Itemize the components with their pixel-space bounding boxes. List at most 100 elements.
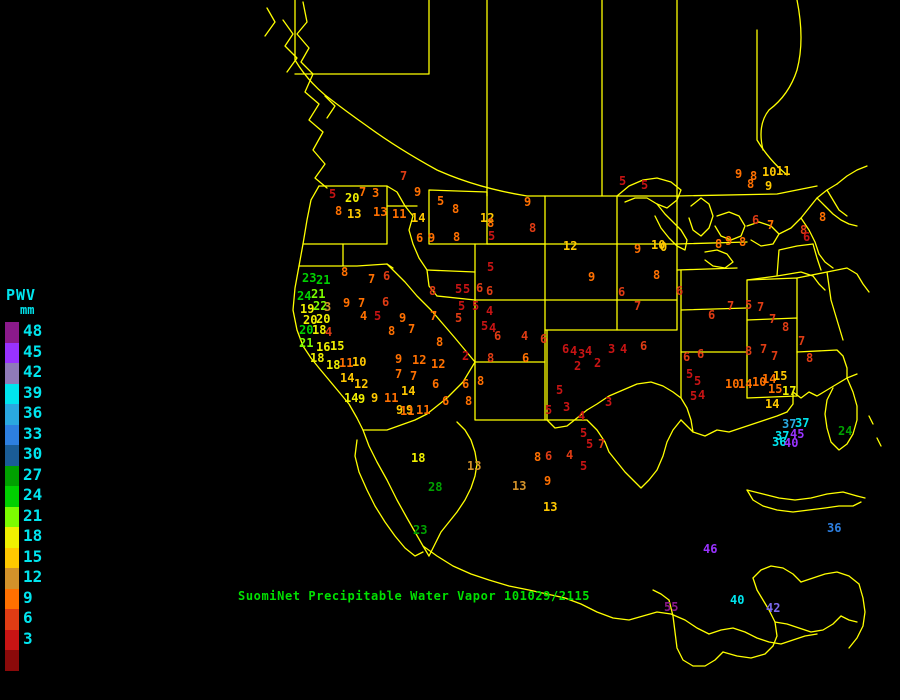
colorbar-swatch: [5, 609, 19, 630]
station-pwv-value: 4: [486, 304, 494, 318]
station-pwv-value: 5: [488, 229, 496, 243]
station-pwv-value: 9: [399, 311, 407, 325]
station-pwv-value: 7: [358, 296, 366, 310]
station-pwv-value: 5: [437, 194, 445, 208]
station-pwv-value: 8: [477, 374, 485, 388]
station-pwv-value: 8: [487, 351, 495, 365]
pwv-colorbar: PWV mm 48 45 42 39 36 33 30 27 24 21 18 15 12 9 6 3: [0, 288, 56, 671]
station-pwv-value: 22: [313, 299, 328, 313]
station-pwv-value: 10: [725, 377, 740, 391]
station-pwv-value: 11: [384, 391, 399, 405]
station-pwv-value: 9: [588, 270, 596, 284]
station-pwv-value: 5: [487, 260, 495, 274]
station-pwv-value: 18: [312, 323, 327, 337]
colorbar-swatch: [5, 629, 19, 650]
colorbar-level: [0, 650, 56, 671]
station-pwv-value: 11: [776, 164, 791, 178]
station-pwv-value: 6: [683, 350, 691, 364]
station-pwv-value: 7: [598, 437, 606, 451]
station-pwv-value: 4: [489, 321, 497, 335]
colorbar-level: 33: [0, 424, 56, 445]
station-pwv-value: 7: [727, 299, 735, 313]
station-pwv-value: 11: [400, 404, 415, 418]
product-caption: SuomiNet Precipitable Water Vapor 101029…: [238, 589, 591, 603]
station-pwv-value: 14: [738, 377, 753, 391]
station-pwv-value: 6: [640, 339, 648, 353]
station-pwv-value: 37: [775, 429, 790, 443]
colorbar-tick-label: 48: [23, 321, 43, 340]
station-pwv-value: 9: [765, 179, 773, 193]
station-pwv-value: 7: [430, 309, 438, 323]
station-pwv-value: 55: [664, 600, 679, 614]
station-pwv-value: 12: [563, 239, 578, 253]
colorbar-swatch: [5, 506, 19, 527]
station-pwv-value: 23: [413, 523, 428, 537]
colorbar-swatch: [5, 342, 19, 363]
station-pwv-value: 5: [455, 282, 463, 296]
colorbar-swatch: [5, 445, 19, 466]
station-pwv-value: 37: [782, 417, 797, 431]
colorbar-tick-label: 12: [23, 567, 43, 586]
map-overlay: [264, 0, 882, 667]
station-pwv-value: 6: [752, 213, 760, 227]
station-pwv-value: 5: [481, 319, 489, 333]
station-pwv-value: 8: [819, 210, 827, 224]
colorbar-swatch: [5, 547, 19, 568]
station-pwv-value: 17: [782, 384, 797, 398]
station-pwv-value: 21: [311, 287, 326, 301]
station-pwv-value: 7: [634, 299, 642, 313]
station-pwv-value: 6: [382, 295, 390, 309]
station-pwv-value: 6: [486, 284, 494, 298]
station-pwv-value: 8: [429, 284, 437, 298]
station-pwv-value: 8: [529, 221, 537, 235]
station-pwv-value: 6: [545, 449, 553, 463]
station-pwv-value: 4: [360, 309, 368, 323]
station-pwv-value: 9: [524, 195, 532, 209]
station-pwv-value: 0: [660, 240, 668, 254]
station-pwv-value: 8: [739, 235, 747, 249]
station-pwv-value: 8: [453, 230, 461, 244]
colorbar-level: 48: [0, 321, 56, 343]
station-pwv-value: 9: [735, 167, 743, 181]
station-pwv-value: 3: [578, 347, 586, 361]
station-pwv-value: 28: [428, 480, 443, 494]
station-pwv-value: 9: [371, 391, 379, 405]
colorbar-level: 27: [0, 465, 56, 486]
station-pwv-value: 5: [686, 367, 694, 381]
station-pwv-value: 37: [795, 416, 810, 430]
colorbar-level: 12: [0, 567, 56, 589]
colorbar-level: 6: [0, 608, 56, 630]
station-pwv-value: 14: [340, 371, 355, 385]
station-pwv-value: 7: [410, 369, 418, 383]
station-pwv-value: 9: [406, 403, 414, 417]
station-pwv-value: 4: [566, 448, 574, 462]
station-pwv-value: 6: [494, 329, 502, 343]
colorbar-level: 45: [0, 342, 56, 363]
station-pwv-value: 10: [762, 165, 777, 179]
station-pwv-value: 2: [594, 356, 602, 370]
station-pwv-value: 20: [303, 313, 318, 327]
station-pwv-value: 12: [431, 357, 446, 371]
colorbar-level: 9: [0, 588, 56, 609]
colorbar-tick-label: 36: [23, 403, 43, 422]
station-pwv-value: 8: [534, 450, 542, 464]
colorbar-swatch: [5, 322, 19, 343]
station-pwv-value: 13: [373, 205, 388, 219]
colorbar-level: 30: [0, 444, 56, 466]
station-pwv-value: 9: [358, 392, 366, 406]
station-pwv-value: 8: [782, 320, 790, 334]
station-pwv-value: 15: [330, 339, 345, 353]
station-pwv-value: 40: [730, 593, 745, 607]
station-pwv-value: 9: [428, 231, 436, 245]
station-pwv-value: 6: [540, 332, 548, 346]
station-pwv-value: 4: [698, 388, 706, 402]
station-pwv-value: 5: [374, 309, 382, 323]
station-pwv-value: 8: [388, 324, 396, 338]
station-pwv-value: 8: [436, 335, 444, 349]
colorbar-level: 21: [0, 506, 56, 527]
station-pwv-value: 21: [316, 273, 331, 287]
colorbar-tick-label: 18: [23, 526, 43, 545]
station-pwv-value: 6: [618, 285, 626, 299]
station-pwv-value: 8: [745, 344, 753, 358]
station-pwv-value: 6: [476, 281, 484, 295]
